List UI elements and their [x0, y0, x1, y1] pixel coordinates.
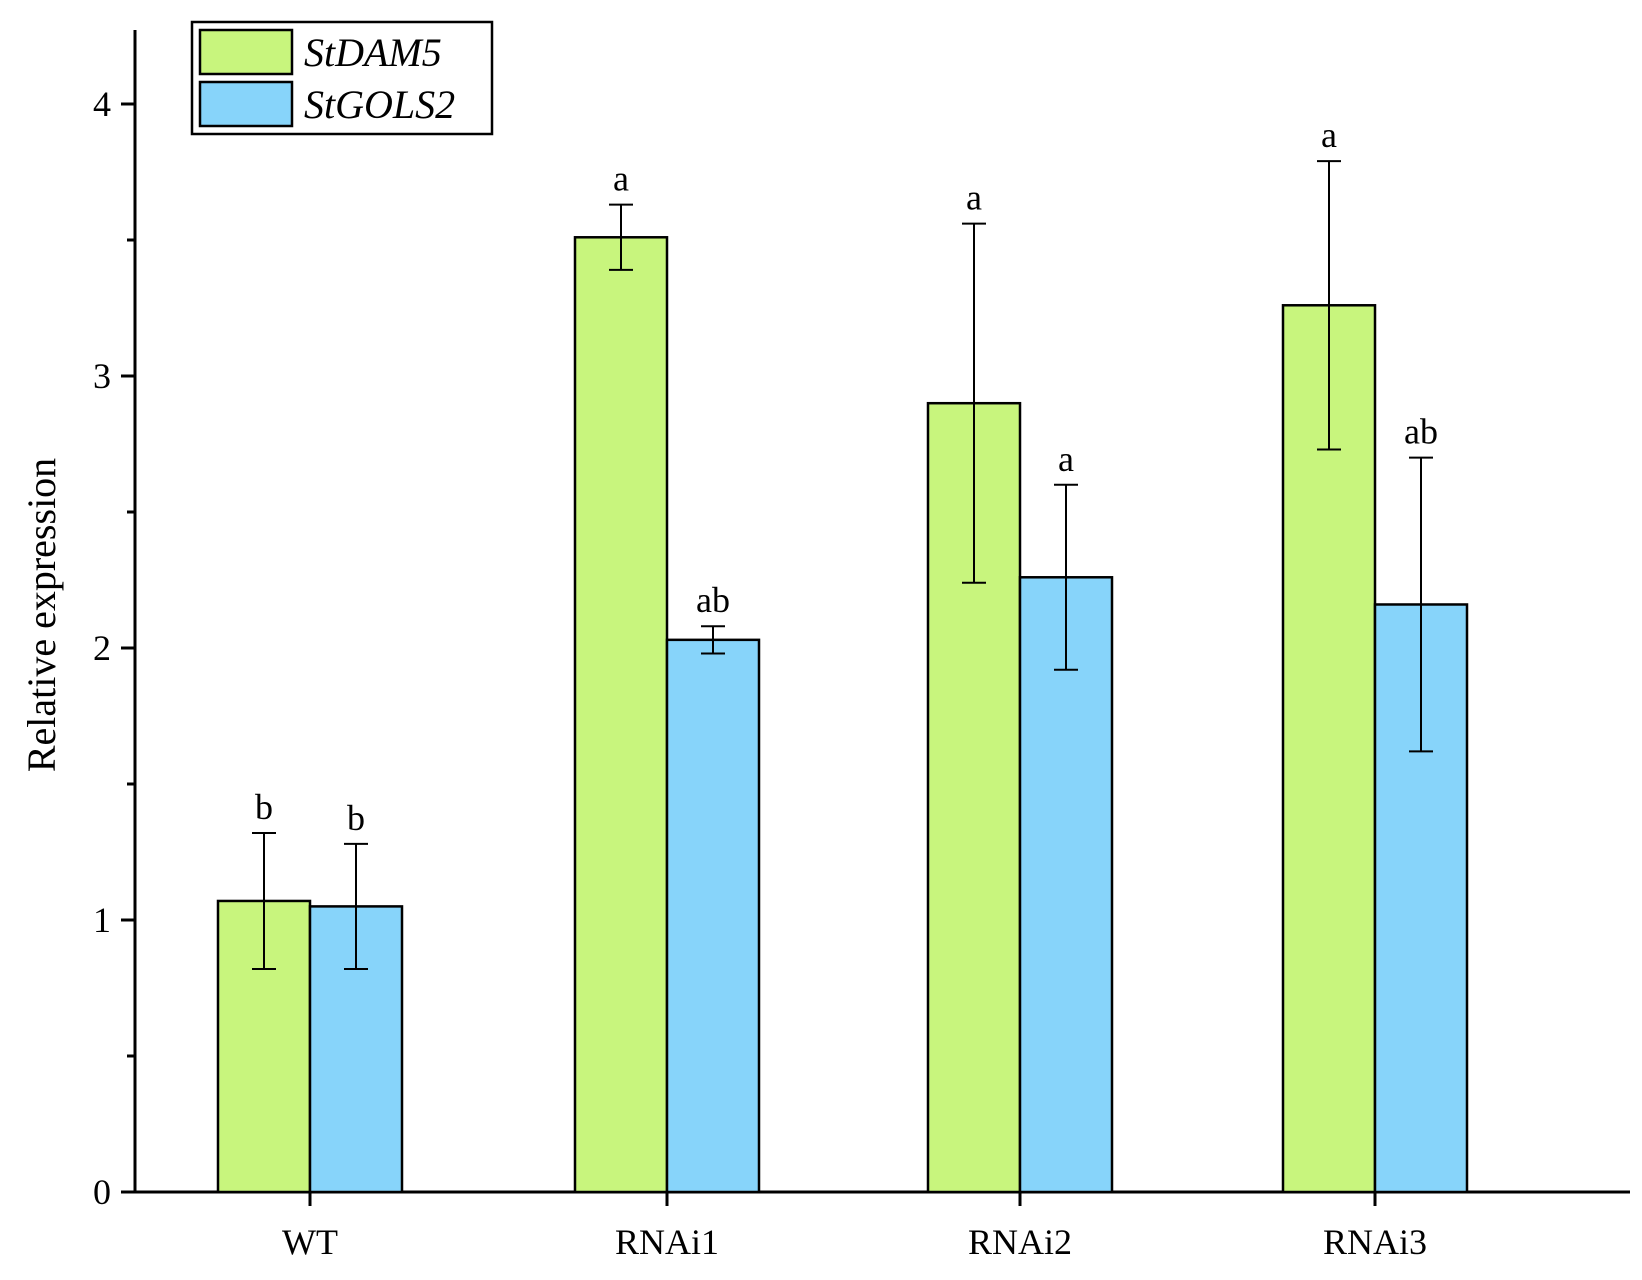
y-tick-label: 4 — [93, 84, 111, 124]
significance-label: b — [255, 787, 273, 827]
legend-swatch-StGOLS2 — [198, 80, 294, 128]
legend-label-StDAM5: StDAM5 — [304, 30, 442, 75]
x-tick-label: RNAi1 — [615, 1222, 719, 1262]
bar-StDAM5-RNAi1 — [573, 236, 669, 1194]
significance-label: ab — [1404, 412, 1438, 452]
y-tick-label: 2 — [93, 628, 111, 668]
significance-label: a — [1058, 439, 1074, 479]
significance-label: b — [347, 798, 365, 838]
legend-swatch-StDAM5 — [198, 28, 294, 76]
y-tick-label: 0 — [93, 1172, 111, 1212]
significance-label: a — [966, 178, 982, 218]
x-tick-label: RNAi3 — [1323, 1222, 1427, 1262]
significance-label: a — [1321, 115, 1337, 155]
bar-StGOLS2-RNAi1 — [665, 638, 761, 1194]
x-tick-label: WT — [282, 1222, 338, 1262]
bar-StGOLS2-RNAi2 — [1018, 576, 1114, 1194]
y-tick-label: 1 — [93, 900, 111, 940]
legend-label-StGOLS2: StGOLS2 — [304, 82, 455, 127]
y-tick-label: 3 — [93, 356, 111, 396]
x-tick-label: RNAi2 — [968, 1222, 1072, 1262]
significance-label: a — [613, 159, 629, 199]
significance-label: ab — [696, 580, 730, 620]
legend: StDAM5 StGOLS2 — [190, 20, 494, 136]
y-axis-title: Relative expression — [19, 458, 64, 772]
